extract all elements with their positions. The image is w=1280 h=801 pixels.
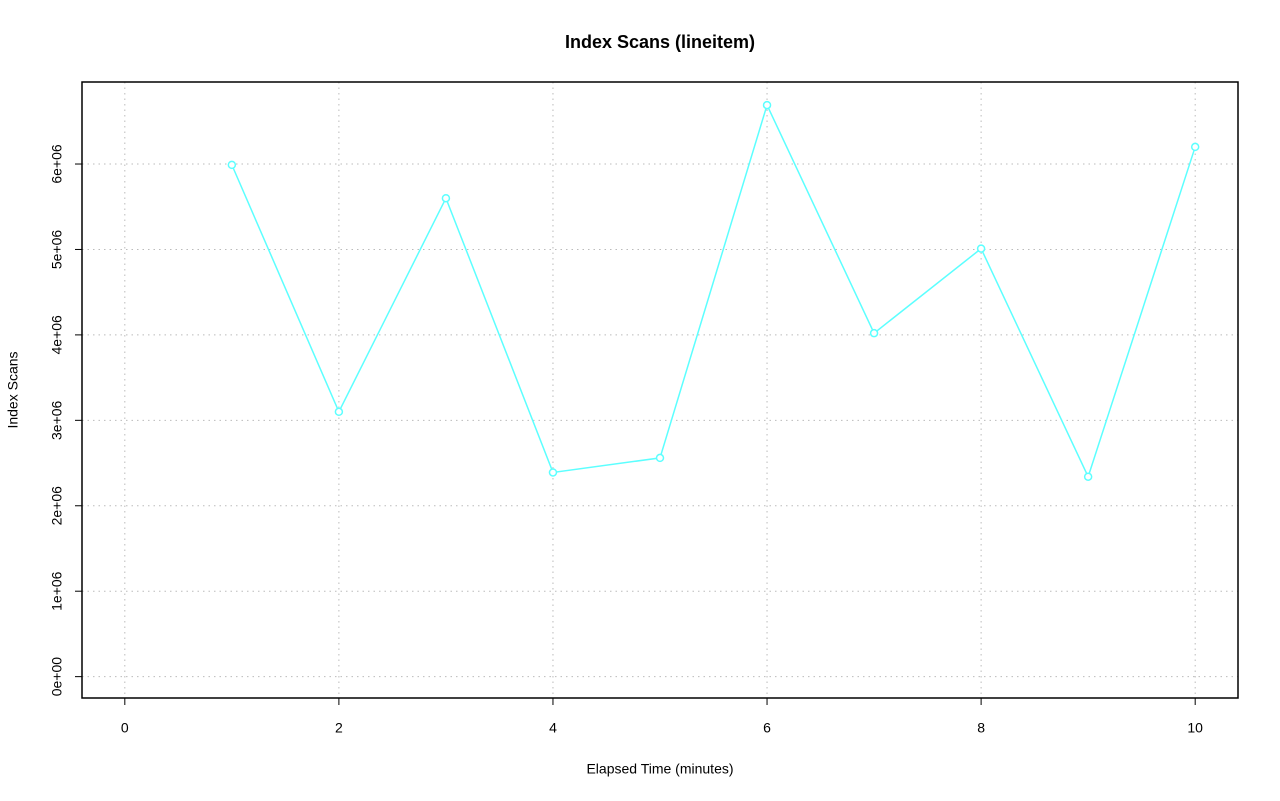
data-point: [1190, 142, 1200, 152]
data-point: [227, 160, 237, 170]
x-tick-label: 6: [763, 720, 771, 736]
y-tick-label: 1e+06: [49, 571, 65, 611]
data-point: [441, 193, 451, 203]
x-tick-label: 8: [977, 720, 985, 736]
x-tick-label: 10: [1187, 720, 1203, 736]
data-point: [976, 244, 986, 253]
plot-frame: [81, 81, 1239, 699]
y-axis-label: Index Scans: [5, 351, 21, 428]
data-point: [1083, 472, 1093, 481]
y-tick-label: 5e+06: [49, 230, 65, 270]
y-tick-label: 3e+06: [49, 400, 65, 440]
x-tick-label: 0: [121, 720, 129, 736]
data-point: [548, 468, 558, 477]
x-axis-label: Elapsed Time (minutes): [586, 761, 733, 777]
y-tick-label: 2e+06: [49, 486, 65, 526]
x-tick-label: 2: [335, 720, 343, 736]
x-tick-label: 4: [549, 720, 557, 736]
data-line: [231, 102, 1196, 479]
y-tick-label: 6e+06: [49, 144, 65, 184]
data-point: [655, 453, 665, 463]
y-tick-label: 4e+06: [49, 315, 65, 355]
y-tick-label: 0e+00: [49, 657, 65, 697]
data-point: [762, 100, 772, 110]
data-point: [334, 407, 344, 417]
chart-title: Index Scans (lineitem): [565, 32, 755, 52]
data-point: [869, 328, 879, 338]
